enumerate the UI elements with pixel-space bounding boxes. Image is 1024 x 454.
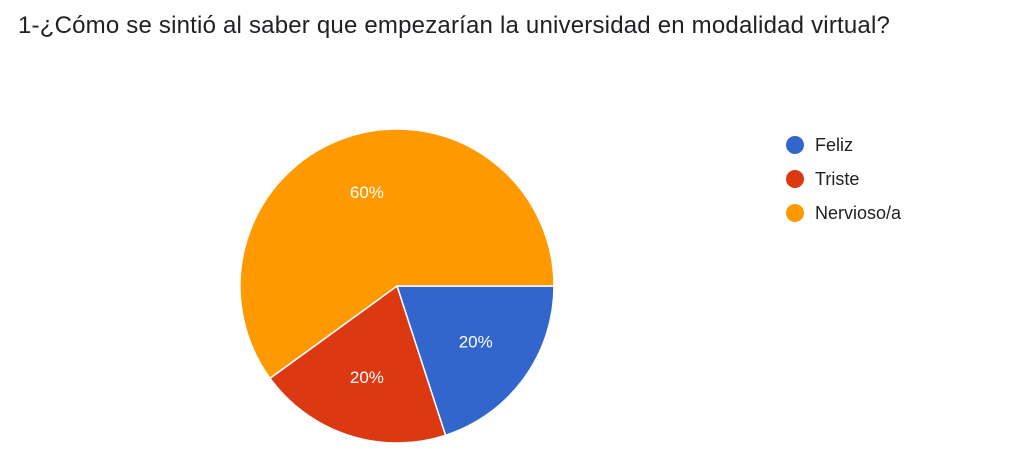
legend-swatch-feliz — [786, 136, 804, 154]
legend-item-triste: Triste — [786, 162, 901, 196]
pie-slice-feliz — [395, 285, 555, 437]
legend-label-nervioso-a: Nervioso/a — [815, 202, 902, 223]
pie-slice-triste — [268, 284, 447, 444]
pie-slices — [239, 128, 555, 444]
question-title: 1-¿Cómo se sintió al saber que empezaría… — [18, 12, 891, 39]
legend-label-feliz: Feliz — [815, 134, 854, 155]
legend-swatch-triste — [786, 170, 804, 188]
legend-label-triste: Triste — [815, 168, 860, 189]
slice-label-nervioso-a: 60% — [350, 183, 384, 202]
legend-item-feliz: Feliz — [786, 128, 901, 162]
legend-item-nervioso-a: Nervioso/a — [786, 196, 901, 230]
slice-label-feliz: 20% — [459, 333, 493, 352]
pie-slice-labels: 20% 20% 60% — [350, 183, 493, 387]
slice-label-triste: 20% — [350, 368, 384, 387]
pie-slice-nervioso-a — [239, 128, 555, 380]
chart-legend: Feliz Triste Nervioso/a — [786, 128, 901, 230]
legend-swatch-nervioso-a — [786, 204, 804, 222]
